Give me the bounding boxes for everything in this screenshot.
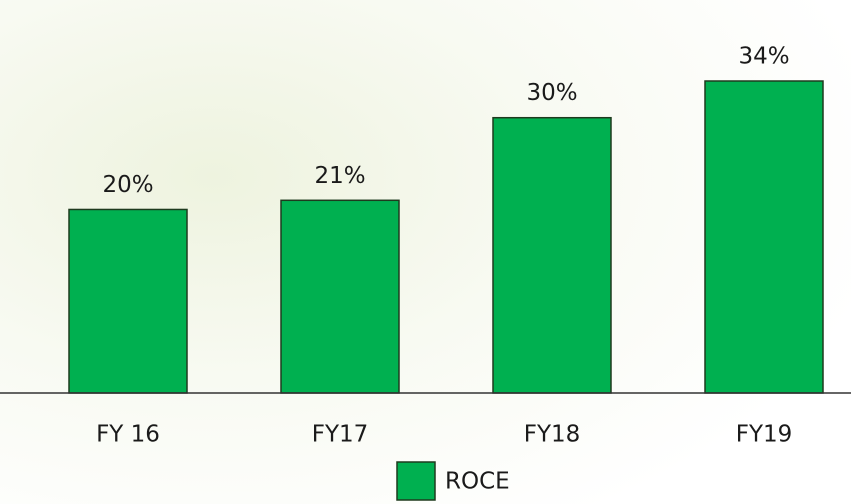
bar <box>704 80 824 394</box>
data-label: 30% <box>526 80 577 106</box>
legend-swatch <box>396 461 436 501</box>
x-tick-label: FY19 <box>736 422 793 448</box>
x-tick-label: FY18 <box>524 422 581 448</box>
x-tick-label: FY17 <box>312 422 369 448</box>
data-label: 34% <box>738 44 789 70</box>
x-tick-label: FY 16 <box>96 422 160 448</box>
legend-label: ROCE <box>445 469 510 495</box>
bar <box>492 116 612 394</box>
bar <box>68 208 188 394</box>
bar <box>280 199 400 394</box>
data-label: 20% <box>102 172 153 198</box>
data-label: 21% <box>314 163 365 189</box>
